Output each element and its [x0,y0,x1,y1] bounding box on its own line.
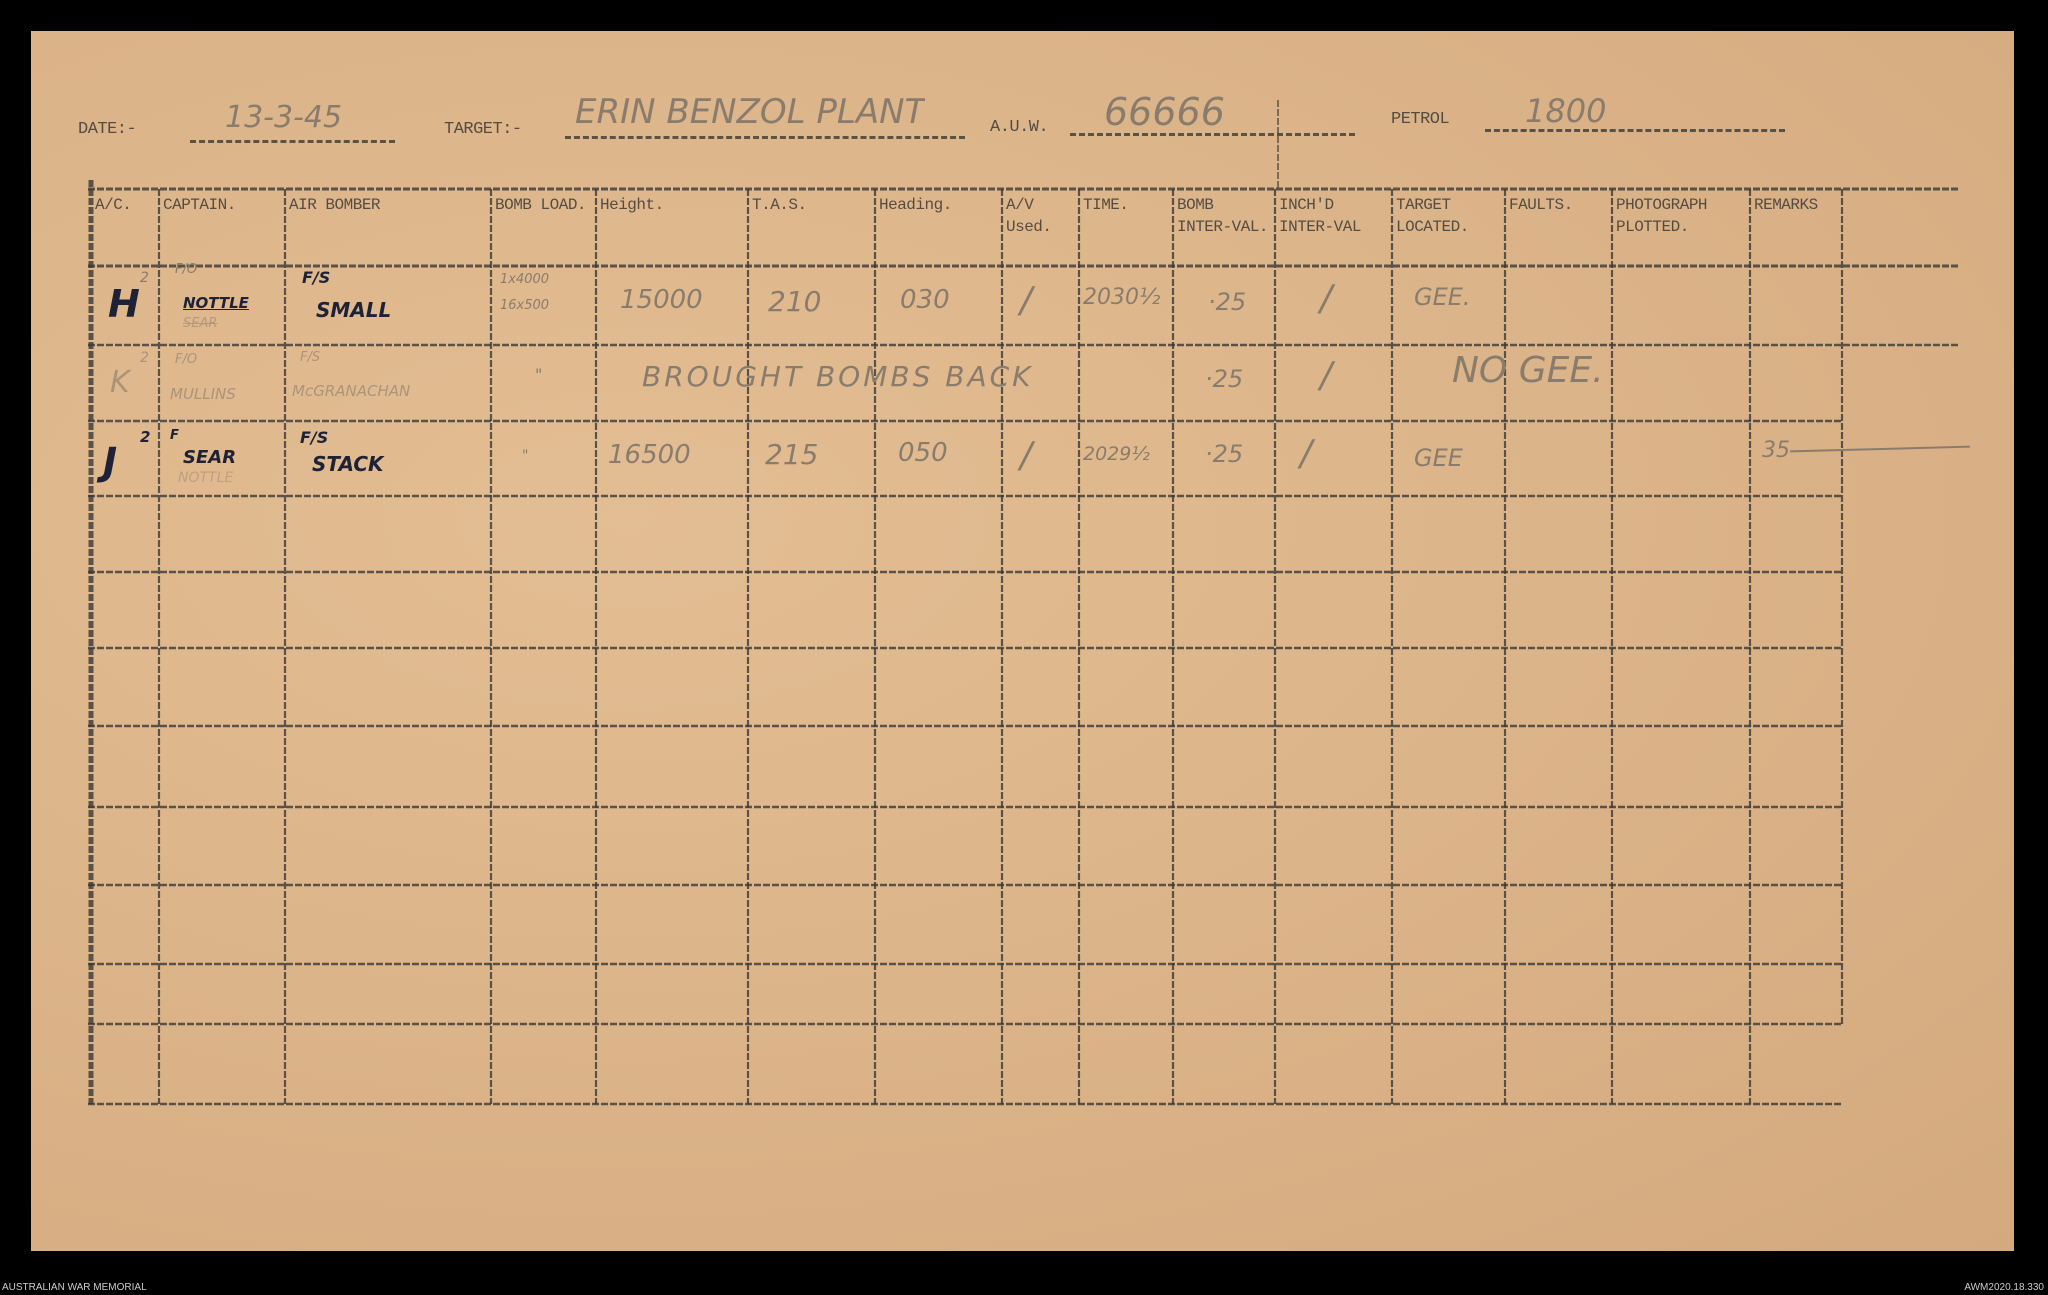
target-label: TARGET:- [444,120,522,139]
row2-inch-interval: / [1320,355,1333,396]
row3-av: / [1020,435,1033,476]
petrol-label: PETROL [1391,110,1450,129]
row1-height: 15000 [620,285,703,315]
row3-captain-struck: NOTTLE [178,470,234,486]
column-header: CAPTAIN. [163,196,236,214]
row2-note: BROUGHT BOMBS BACK [642,360,1034,393]
row1-captain-rank: F/O [175,262,198,277]
column-header: TIME. [1083,196,1129,214]
row1-captain-struck: SEAR [183,316,218,331]
column-header: PHOTOGRAPH PLOTTED. [1616,196,1708,236]
row2-captain-rank: F/O [175,352,198,367]
column-header: T.A.S. [752,196,807,214]
row1-bomber-rank: F/S [302,268,331,287]
row3-captain-rank: F [170,428,179,443]
column-header: A/C. [95,196,132,214]
column-header: AIR BOMBER [289,196,381,214]
row3-bomb-interval: ·25 [1205,440,1244,468]
column-header: Heading. [879,196,952,214]
row3-ac: J [103,440,118,484]
row3-bomb-load: " [522,448,529,464]
row2-captain: MULLINS [170,385,236,403]
row1-ac: H [108,282,140,326]
column-header: BOMB LOAD. [495,196,587,214]
row1-inch-interval: / [1320,278,1333,319]
footer-credit: AUSTRALIAN WAR MEMORIAL [2,1282,147,1293]
target-value: ERIN BENZOL PLANT [575,92,926,132]
auw-label: A.U.W. [990,118,1049,137]
row1-time: 2030½ [1083,285,1161,310]
column-header: FAULTS. [1509,196,1573,214]
row3-bomber: STACK [312,452,384,476]
row3-captain: SEAR [183,447,237,468]
row2-bomber-rank: F/S [300,350,321,365]
footer-accession-number: AWM2020.18.330 [1964,1282,2044,1293]
document-card [31,31,2014,1251]
column-header: TARGET LOCATED. [1396,196,1469,236]
row2-ac: K [110,365,130,400]
row1-heading: 030 [900,285,950,315]
row3-height: 16500 [608,440,691,470]
column-header: REMARKS [1754,196,1818,214]
petrol-value: 1800 [1525,92,1607,130]
row2-target-located: NO GEE. [1452,350,1604,391]
column-header: INCH'D INTER-VAL [1279,196,1361,236]
row3-ac-sup: 2 [140,428,151,446]
date-value: 13-3-45 [225,100,343,135]
row2-bomb-interval: ·25 [1205,365,1244,393]
row1-captain: NOTTLE [183,294,249,312]
row1-tas: 210 [768,285,822,318]
row1-bomber: SMALL [316,298,392,322]
row3-inch-interval: / [1300,433,1313,474]
column-header: A/V Used. [1006,196,1052,236]
row3-heading: 050 [898,438,948,468]
row1-bomb-load-1: 1x4000 [500,272,550,287]
row3-bomber-rank: F/S [300,428,329,447]
column-header: BOMB INTER-VAL. [1177,196,1269,236]
row3-tas: 215 [765,438,819,471]
date-label: DATE:- [78,120,137,139]
row3-time: 2029½ [1083,443,1150,465]
auw-value: 66666 [1104,90,1225,134]
row3-target-located: GEE [1414,444,1463,472]
row1-av: / [1020,280,1033,321]
row3-remarks: 35 [1762,438,1790,463]
column-header: Height. [600,196,664,214]
row2-bomber: McGRANACHAN [292,382,411,400]
row1-ac-sup: 2 [140,270,149,286]
row1-bomb-interval: ·25 [1208,288,1247,316]
row1-target-located: GEE. [1414,283,1471,311]
row1-bomb-load-2: 16x500 [500,298,550,313]
row2-bomb-load: " [535,365,543,384]
row2-ac-sup: 2 [140,350,149,366]
